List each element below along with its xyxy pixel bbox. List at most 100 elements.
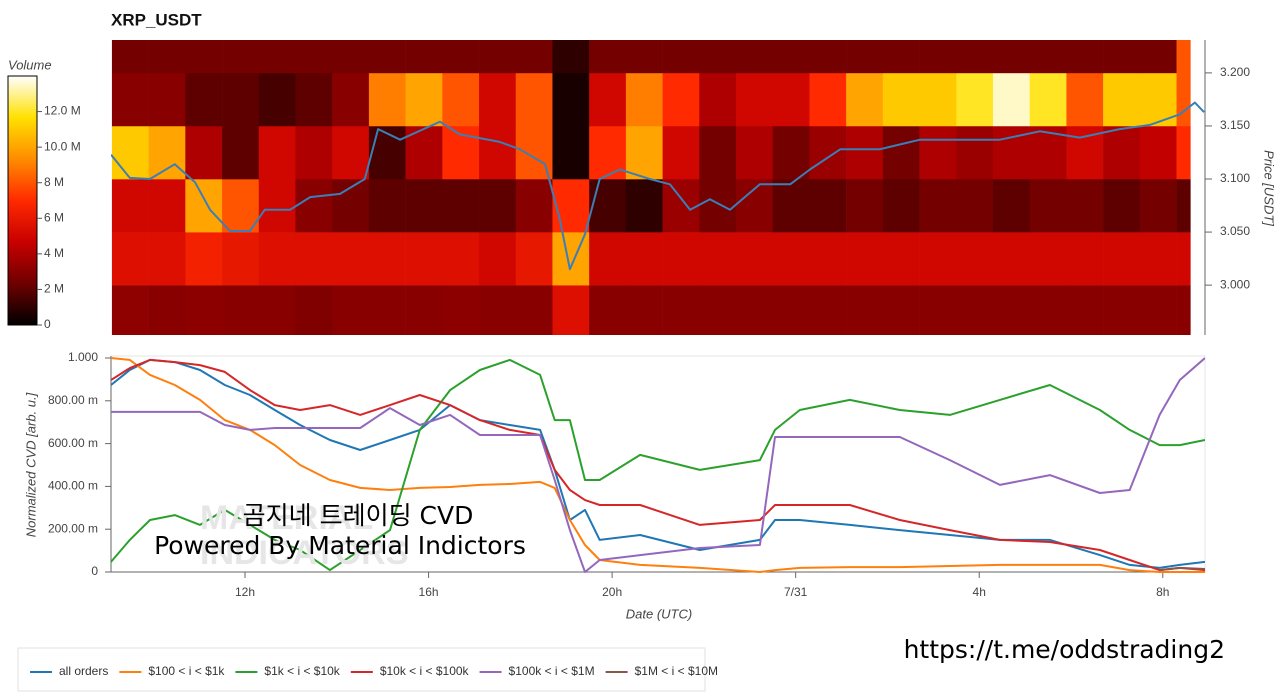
heatmap-cell bbox=[662, 179, 700, 233]
colorbar-title: Volume bbox=[8, 57, 52, 72]
heatmap-cell bbox=[882, 285, 920, 335]
heatmap-cell bbox=[148, 125, 186, 180]
heatmap-cell bbox=[1066, 72, 1104, 127]
colorbar-tick-label: 12.0 M bbox=[44, 104, 81, 118]
heatmap-cell bbox=[625, 125, 663, 180]
heatmap-cell bbox=[552, 285, 590, 335]
heatmap-cell bbox=[295, 179, 333, 233]
heatmap-cell bbox=[1139, 40, 1177, 74]
legend-box bbox=[17, 647, 706, 692]
heatmap-cell bbox=[809, 125, 847, 180]
heatmap-cell bbox=[1176, 285, 1191, 335]
heatmap-cell bbox=[148, 40, 186, 74]
watermark-text: Powered By Material Indictors bbox=[154, 531, 526, 560]
colorbar-tick-label: 2 M bbox=[44, 282, 64, 296]
heatmap-cell bbox=[589, 179, 627, 233]
heatmap-cell bbox=[515, 72, 553, 127]
heatmap-cell bbox=[809, 72, 847, 127]
heatmap-cell bbox=[662, 125, 700, 180]
heatmap-cell bbox=[809, 40, 847, 74]
heatmap-cell bbox=[589, 40, 627, 74]
heatmap-cell bbox=[809, 232, 847, 286]
heatmap-cell bbox=[1066, 179, 1104, 233]
heatmap-cell bbox=[368, 179, 406, 233]
heatmap-cell bbox=[552, 232, 590, 286]
watermark-logo: INDICATORS bbox=[200, 534, 408, 572]
colorbar-tick-label: 4 M bbox=[44, 246, 64, 260]
heatmap-cell bbox=[1139, 232, 1177, 286]
y-tick-label: 800.00 m bbox=[48, 393, 98, 407]
heatmap-cell bbox=[662, 72, 700, 127]
colorbar-tick-label: 10.0 M bbox=[44, 139, 81, 153]
legend-label: $1M < i < $10M bbox=[635, 664, 718, 678]
heatmap-cell bbox=[625, 40, 663, 74]
heatmap-cell bbox=[515, 179, 553, 233]
heatmap-cell bbox=[882, 40, 920, 74]
heatmap-cell bbox=[699, 285, 737, 335]
heatmap-cell bbox=[111, 179, 149, 233]
colorbar-tick-label: 0 bbox=[44, 317, 51, 331]
heatmap-cell bbox=[772, 125, 810, 180]
heatmap-cell bbox=[1176, 232, 1191, 286]
heatmap-cell bbox=[332, 40, 370, 74]
heatmap-cell bbox=[222, 72, 260, 127]
heatmap-cell bbox=[1029, 40, 1067, 74]
heatmap-cell bbox=[1029, 72, 1067, 127]
heatmap-cell bbox=[1176, 40, 1191, 74]
heatmap-cell bbox=[442, 72, 480, 127]
heatmap-cell bbox=[515, 40, 553, 74]
y-tick-label: 3.200 bbox=[1220, 65, 1250, 79]
legend: all orders $100 < i < $1k $1k < i < $10k $1… bbox=[30, 664, 718, 678]
y-tick-label: 0 bbox=[91, 564, 98, 578]
heatmap-cell bbox=[772, 232, 810, 286]
y-tick-label: 1.000 bbox=[68, 350, 98, 364]
heatmap-cell bbox=[992, 40, 1031, 74]
heatmap-cell bbox=[479, 72, 517, 127]
legend-label: $10k < i < $100k bbox=[380, 664, 470, 678]
heatmap-cell bbox=[258, 40, 296, 74]
heatmap-cell bbox=[846, 285, 884, 335]
heatmap-cell bbox=[956, 285, 994, 335]
heatmap-cell bbox=[919, 72, 957, 127]
heatmap-cell bbox=[625, 232, 663, 286]
heatmap-cell bbox=[368, 232, 406, 286]
heatmap-cell bbox=[699, 179, 737, 233]
heatmap-cell bbox=[405, 179, 443, 233]
heatmap-cell bbox=[956, 232, 994, 286]
heatmap-cell bbox=[736, 72, 774, 127]
heatmap-cell bbox=[1029, 285, 1067, 335]
heatmap-cell bbox=[185, 285, 223, 335]
heatmap-cell bbox=[772, 40, 810, 74]
y-tick-label: 3.050 bbox=[1220, 224, 1250, 238]
heatmap-cell bbox=[736, 232, 774, 286]
heatmap-cell bbox=[295, 40, 333, 74]
cvd-line bbox=[111, 357, 1205, 573]
heatmap-cell bbox=[111, 40, 149, 74]
y-tick-label: 3.100 bbox=[1220, 171, 1250, 185]
heatmap-cell bbox=[222, 179, 260, 233]
heatmap-cell bbox=[552, 72, 590, 127]
heatmap-cell bbox=[736, 179, 774, 233]
heatmap-cell bbox=[222, 285, 260, 335]
heatmap-cell bbox=[1176, 125, 1191, 180]
heatmap-cell bbox=[1103, 179, 1141, 233]
footer-url: https://t.me/oddstrading2 bbox=[904, 635, 1225, 664]
heatmap-cell bbox=[625, 285, 663, 335]
heatmap-cell bbox=[111, 285, 149, 335]
heatmap-cell bbox=[736, 125, 774, 180]
heatmap-cell bbox=[956, 179, 994, 233]
heatmap-cell bbox=[1066, 40, 1104, 74]
heatmap-cell bbox=[258, 285, 296, 335]
heatmap-cell bbox=[699, 40, 737, 74]
heatmap-cell bbox=[882, 125, 920, 180]
heatmap-cell bbox=[772, 72, 810, 127]
heatmap-cell bbox=[992, 72, 1031, 127]
watermark-logo: MATERIAL bbox=[200, 499, 373, 537]
y-tick-label: 3.150 bbox=[1220, 118, 1250, 132]
heatmap-cell bbox=[515, 285, 553, 335]
watermark: MATERIAL INDICATORS 곰지네 트레이딩 CVD Powered… bbox=[154, 499, 526, 572]
heatmap-cell bbox=[479, 125, 517, 180]
heatmap-cell bbox=[148, 179, 186, 233]
heatmap-cell bbox=[1103, 125, 1141, 180]
